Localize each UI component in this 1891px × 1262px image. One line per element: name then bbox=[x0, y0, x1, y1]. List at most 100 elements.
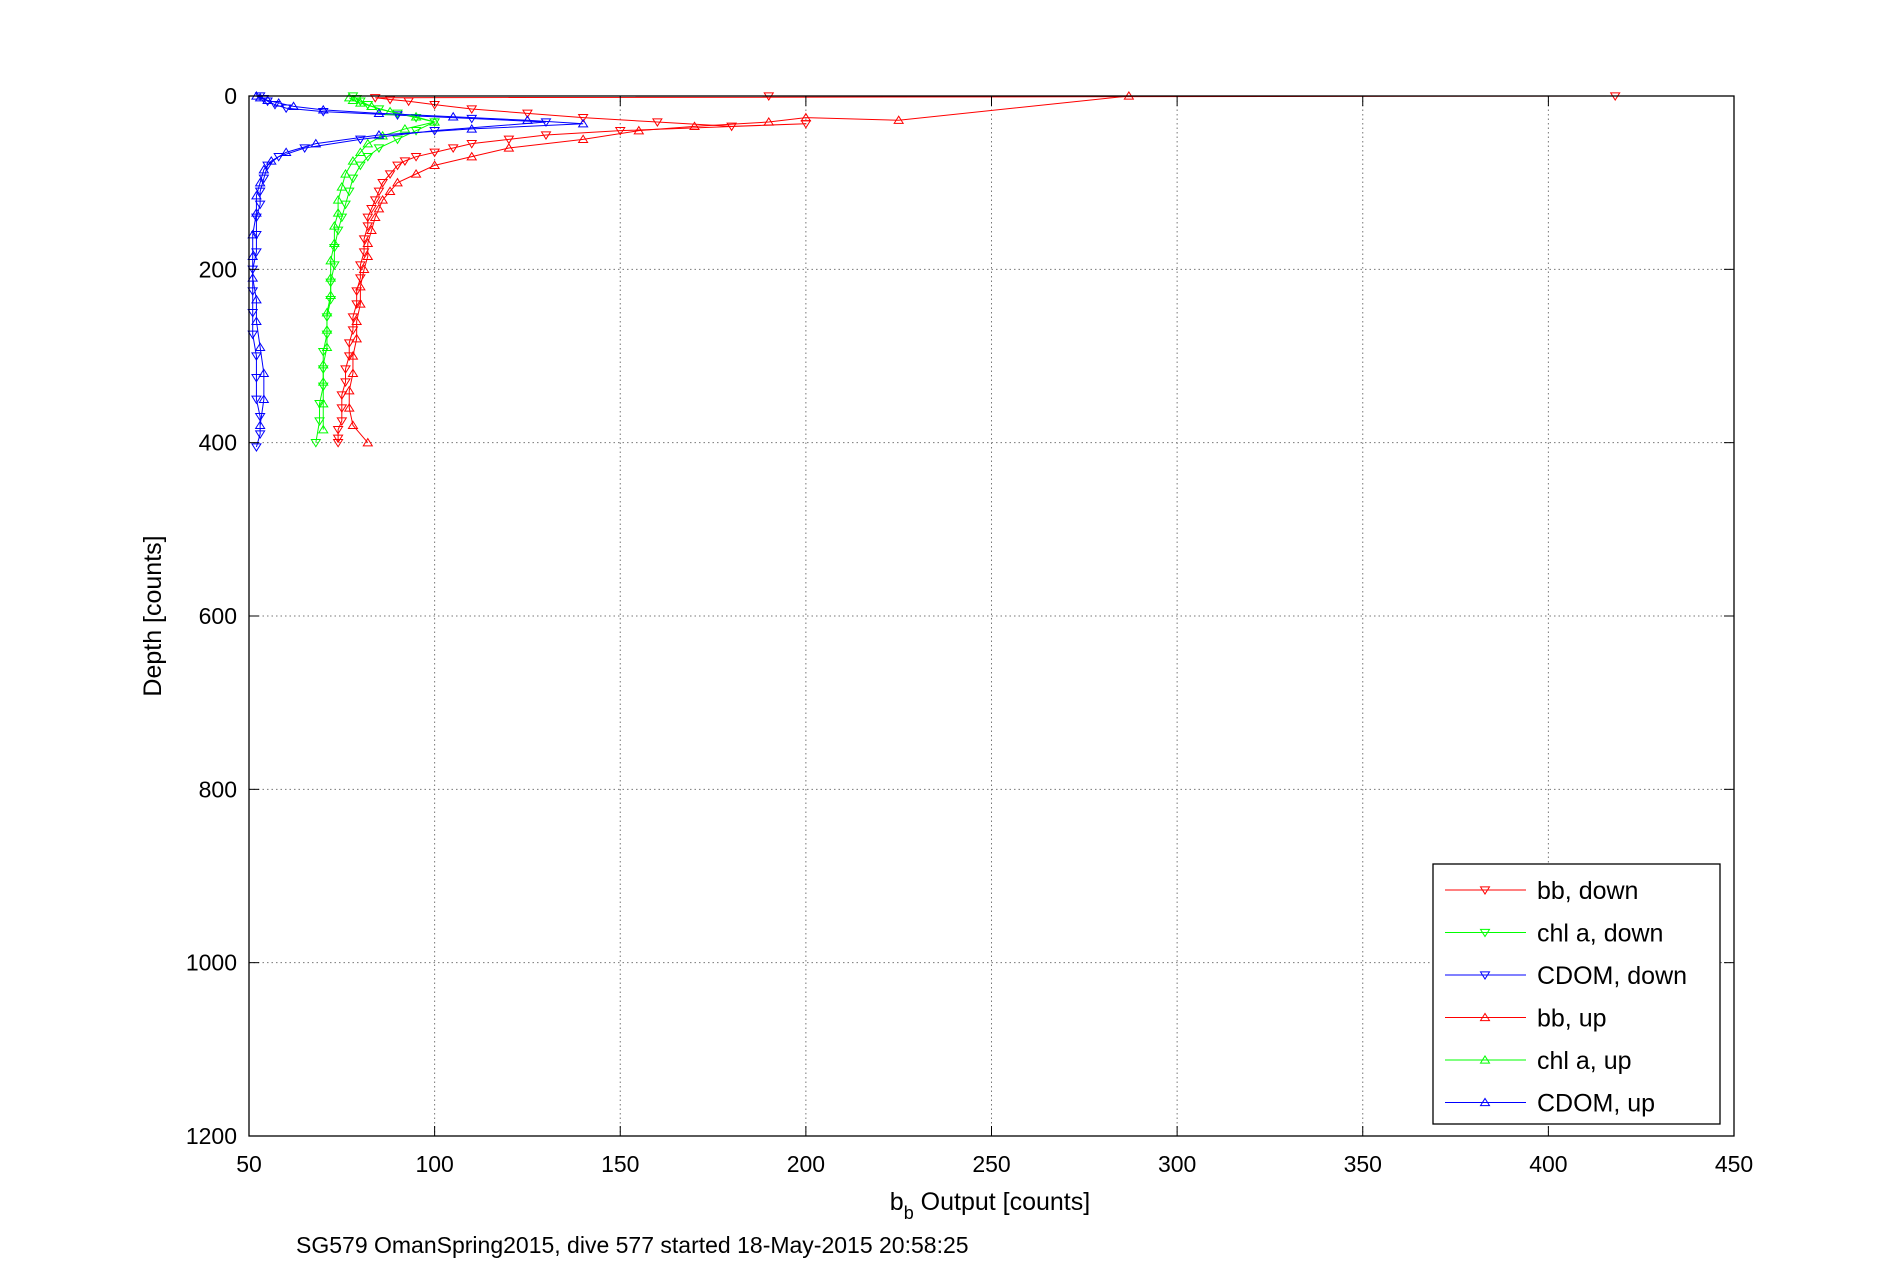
legend-entry-label: chl a, up bbox=[1537, 1047, 1632, 1075]
data-point-marker bbox=[373, 144, 385, 153]
data-point-marker bbox=[403, 97, 415, 107]
data-point-marker bbox=[466, 151, 478, 161]
data-point-marker bbox=[347, 420, 359, 429]
series-6 bbox=[247, 91, 589, 429]
x-axis-label: bb Output [counts] bbox=[890, 1188, 1090, 1223]
data-point-marker bbox=[251, 190, 262, 200]
data-point-marker bbox=[273, 97, 285, 107]
data-point-marker bbox=[362, 222, 374, 231]
data-point-marker bbox=[251, 395, 262, 405]
data-series bbox=[247, 91, 1621, 452]
data-point-marker bbox=[247, 330, 259, 340]
data-point-marker bbox=[577, 118, 589, 128]
legend-marker-sample bbox=[1479, 971, 1491, 980]
x-axis-label-subscript: b bbox=[904, 1203, 914, 1223]
x-tick-label: 300 bbox=[1158, 1151, 1196, 1177]
data-point-marker bbox=[347, 326, 359, 335]
legend-marker-sample bbox=[1479, 1055, 1491, 1064]
data-point-marker bbox=[540, 131, 552, 140]
data-point-marker bbox=[466, 140, 478, 149]
data-point-marker bbox=[429, 117, 441, 126]
data-point-marker bbox=[503, 135, 515, 145]
x-tick-label: 200 bbox=[787, 1151, 825, 1177]
x-tick-label: 400 bbox=[1529, 1151, 1567, 1177]
data-point-marker bbox=[317, 424, 329, 434]
data-point-marker bbox=[340, 365, 351, 374]
data-point-marker bbox=[321, 325, 333, 334]
data-point-marker bbox=[321, 342, 333, 351]
x-tick-label: 450 bbox=[1715, 1151, 1753, 1177]
data-point-marker bbox=[340, 169, 351, 178]
data-point-marker bbox=[288, 101, 299, 111]
data-point-marker bbox=[247, 273, 259, 282]
data-point-marker bbox=[251, 248, 262, 257]
data-point-marker bbox=[447, 111, 459, 121]
data-point-marker bbox=[273, 153, 285, 162]
data-point-marker bbox=[633, 125, 645, 135]
data-point-marker bbox=[343, 187, 355, 197]
y-tick-label: 1000 bbox=[186, 950, 237, 976]
data-point-marker bbox=[325, 255, 337, 265]
data-point-marker bbox=[254, 200, 266, 210]
legend-marker-sample bbox=[1479, 1097, 1491, 1107]
data-point-marker bbox=[577, 134, 589, 143]
series-line bbox=[337, 95, 1616, 443]
data-point-marker bbox=[362, 251, 374, 260]
data-point-marker bbox=[800, 112, 812, 122]
data-point-marker bbox=[362, 213, 374, 223]
y-tick-label: 800 bbox=[199, 776, 237, 802]
data-point-marker bbox=[340, 378, 351, 387]
legend-entry-label: bb, up bbox=[1537, 1005, 1607, 1033]
data-point-marker bbox=[726, 122, 738, 132]
data-point-marker bbox=[351, 333, 363, 343]
data-point-marker bbox=[466, 114, 478, 124]
data-point-marker bbox=[254, 342, 266, 351]
data-point-marker bbox=[522, 115, 533, 124]
data-point-marker bbox=[384, 186, 396, 195]
data-point-marker bbox=[689, 121, 700, 130]
data-point-marker bbox=[369, 196, 381, 205]
data-point-marker bbox=[343, 92, 355, 102]
data-point-marker bbox=[893, 115, 905, 124]
data-point-marker bbox=[262, 95, 273, 104]
data-point-marker bbox=[347, 313, 359, 322]
data-point-marker bbox=[336, 417, 348, 426]
x-axis-label-main: b bbox=[890, 1188, 904, 1216]
data-point-marker bbox=[351, 300, 363, 309]
data-point-marker bbox=[354, 135, 366, 145]
y-axis-label: Depth [counts] bbox=[139, 535, 167, 696]
series-line bbox=[252, 95, 584, 426]
data-point-marker bbox=[347, 156, 359, 165]
data-point-marker bbox=[651, 118, 663, 127]
data-point-marker bbox=[384, 106, 396, 116]
data-point-marker bbox=[347, 95, 359, 104]
legend-marker-sample bbox=[1479, 886, 1491, 895]
data-point-marker bbox=[362, 138, 374, 148]
data-point-marker bbox=[377, 179, 389, 188]
data-point-marker bbox=[254, 177, 266, 187]
data-point-marker bbox=[366, 205, 377, 214]
series-1 bbox=[332, 92, 1621, 448]
data-point-marker bbox=[328, 238, 340, 247]
data-point-marker bbox=[392, 111, 403, 121]
data-point-marker bbox=[447, 144, 459, 153]
data-point-marker bbox=[343, 339, 355, 348]
data-point-marker bbox=[258, 164, 270, 174]
data-point-marker bbox=[269, 101, 281, 110]
data-point-marker bbox=[251, 316, 262, 325]
y-tick-label: 600 bbox=[199, 603, 237, 629]
data-point-marker bbox=[328, 221, 340, 230]
data-point-marker bbox=[254, 413, 266, 422]
data-point-marker bbox=[317, 104, 329, 114]
data-point-marker bbox=[410, 111, 422, 121]
data-point-marker bbox=[317, 377, 329, 386]
data-point-marker bbox=[358, 264, 370, 273]
data-point-marker bbox=[265, 156, 277, 165]
data-point-marker bbox=[310, 138, 322, 148]
axes: 50 100 150 200 250 300 350 400 450 0 200 400 600 800 1… bbox=[186, 83, 1753, 1177]
chart-caption: SG579 OmanSpring2015, dive 577 started 1… bbox=[296, 1232, 969, 1258]
data-point-marker bbox=[503, 143, 515, 152]
data-point-marker bbox=[347, 351, 359, 360]
data-point-marker bbox=[332, 208, 344, 217]
data-point-marker bbox=[369, 212, 381, 221]
